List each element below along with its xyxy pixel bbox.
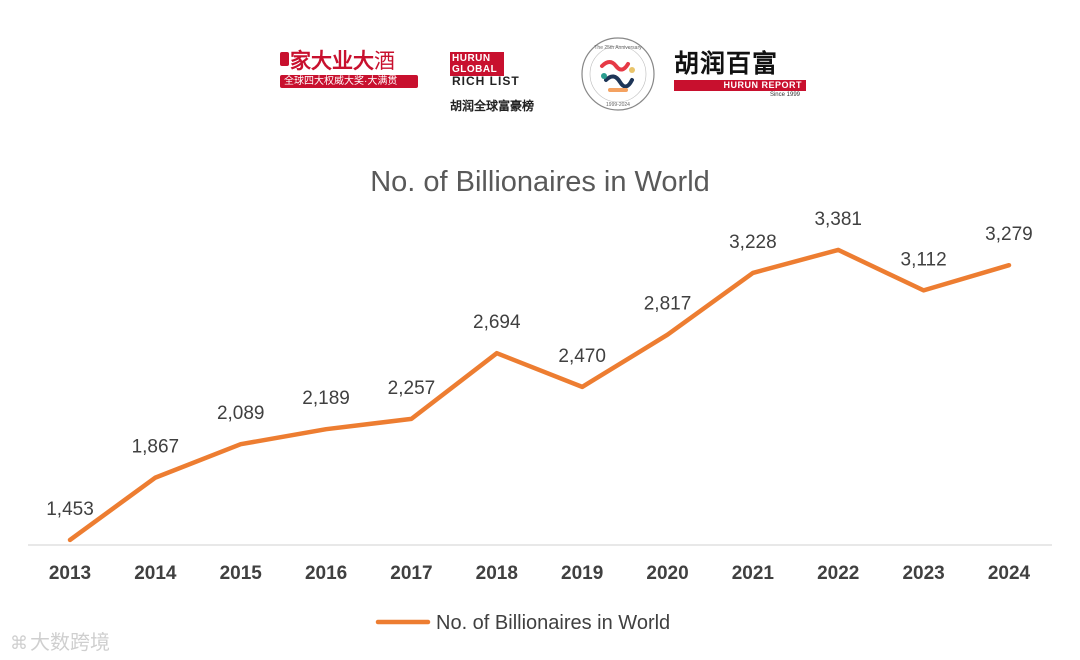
legend-label: No. of Billionaires in World: [436, 612, 670, 634]
x-tick-label: 2015: [220, 563, 263, 584]
x-tick-label: 2021: [732, 563, 775, 584]
data-label: 2,694: [473, 312, 521, 333]
logo1-sub-text: 全球四大权威大奖·大满贯: [280, 75, 418, 88]
data-label: 2,089: [217, 403, 265, 424]
logo4-cn-text: 胡润百富: [674, 50, 779, 78]
x-tick-label: 2020: [646, 563, 688, 584]
seal-icon: [280, 52, 289, 66]
data-label: 1,453: [46, 499, 94, 520]
data-label: 3,381: [814, 209, 862, 230]
logo3-top-text: The 25th Anniversary: [594, 45, 642, 51]
logo2-box-text: HURUN GLOBAL: [450, 52, 504, 76]
x-tick-label: 2018: [476, 563, 518, 584]
data-label: 2,817: [644, 294, 692, 315]
hurun-global-rich-list-logo: HURUN GLOBALRICH LIST 胡润全球富豪榜: [450, 52, 556, 114]
data-label: 3,228: [729, 232, 777, 253]
sponsor-logo-jiadayeda: 家大业大酒 全球四大权威大奖·大满贯: [280, 50, 418, 88]
logo4-bar-text: HURUN REPORT: [674, 80, 806, 91]
data-label: 2,470: [558, 346, 606, 367]
data-label: 3,279: [985, 224, 1033, 245]
logo2-rich-list-text: RICH LIST: [452, 74, 520, 88]
series-line: [67, 247, 1012, 543]
logo3-bottom-text: 1999-2024: [606, 102, 630, 108]
x-tick-label: 2017: [390, 563, 432, 584]
watermark: ⌘ 大数跨境: [10, 626, 110, 655]
logo2-cn-text: 胡润全球富豪榜: [450, 99, 535, 113]
x-tick-label: 2023: [902, 563, 944, 584]
data-label: 3,112: [901, 249, 947, 270]
watermark-logo-icon: ⌘: [10, 633, 28, 653]
chart-title: No. of Billionaires in World: [370, 166, 710, 198]
logo4-since-text: Since 1999: [769, 92, 800, 98]
data-label: 1,867: [132, 437, 180, 458]
anniversary-seal-logo: The 25th Anniversary 1999-2024: [580, 36, 656, 112]
logo-row: 家大业大酒 全球四大权威大奖·大满贯 HURUN GLOBALRICH LIST…: [0, 36, 1080, 113]
x-tick-label: 2024: [988, 563, 1031, 584]
logo1-suffix-text: 酒: [374, 49, 395, 73]
hurun-report-logo: 胡润百富 HURUN REPORT Since 1999: [674, 50, 806, 99]
x-tick-label: 2014: [134, 563, 177, 584]
x-tick-label: 2022: [817, 563, 859, 584]
data-label: 2,189: [302, 388, 350, 409]
x-tick-label: 2019: [561, 563, 603, 584]
x-tick-label: 2013: [49, 563, 91, 584]
x-tick-label: 2016: [305, 563, 347, 584]
logo1-main-text: 家大业大: [290, 48, 374, 73]
watermark-text: 大数跨境: [30, 632, 110, 654]
data-label: 2,257: [388, 378, 436, 399]
